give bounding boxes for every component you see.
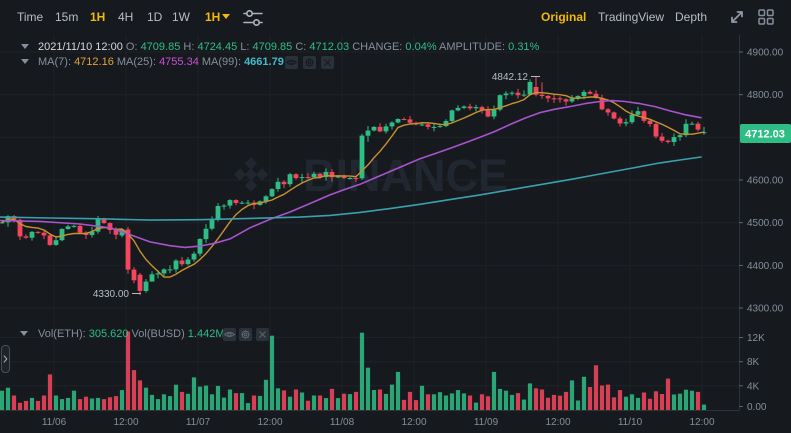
svg-text:12K: 12K: [747, 333, 765, 344]
svg-text:4800.00: 4800.00: [747, 90, 784, 101]
svg-text:4712.03: 4712.03: [745, 129, 785, 141]
svg-text:12:00: 12:00: [401, 417, 426, 428]
svg-text:12:00: 12:00: [689, 417, 714, 428]
svg-text:11/07: 11/07: [186, 417, 211, 428]
svg-text:4400.00: 4400.00: [747, 261, 784, 272]
svg-text:4330.00: 4330.00: [93, 289, 130, 300]
svg-text:11/06: 11/06: [42, 417, 67, 428]
svg-text:11/08: 11/08: [330, 417, 355, 428]
svg-text:12:00: 12:00: [257, 417, 282, 428]
svg-text:4300.00: 4300.00: [747, 304, 784, 315]
svg-text:12:00: 12:00: [545, 417, 570, 428]
svg-text:4500.00: 4500.00: [747, 218, 784, 229]
svg-text:4842.12: 4842.12: [492, 72, 529, 83]
svg-text:4600.00: 4600.00: [747, 176, 784, 187]
svg-text:8K: 8K: [747, 357, 760, 368]
svg-text:11/10: 11/10: [618, 417, 643, 428]
svg-text:4900.00: 4900.00: [747, 48, 784, 59]
svg-text:12:00: 12:00: [113, 417, 138, 428]
svg-text:11/09: 11/09: [474, 417, 499, 428]
svg-text:4K: 4K: [747, 381, 760, 392]
svg-text:0.00: 0.00: [747, 402, 767, 413]
